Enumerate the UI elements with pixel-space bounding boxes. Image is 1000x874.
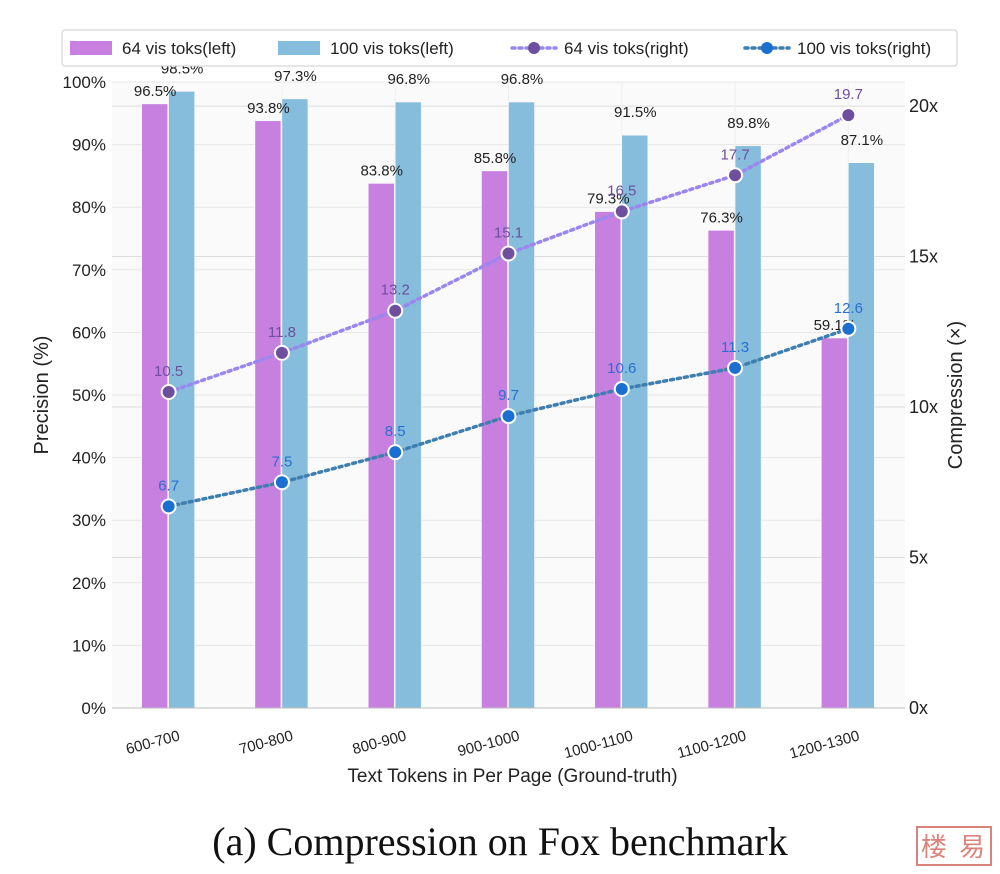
line-point xyxy=(387,302,404,319)
line-point xyxy=(840,320,857,337)
y2-tick-label: 0x xyxy=(909,698,928,718)
y-tick-label: 80% xyxy=(72,198,106,217)
x-tick-label: 1000-1100 xyxy=(562,727,635,762)
line-point xyxy=(613,203,630,220)
legend-label: 64 vis toks(left) xyxy=(122,39,236,58)
legend-label: 100 vis toks(right) xyxy=(797,39,931,58)
seal-stamp: 楼 易 xyxy=(916,826,992,866)
y2-tick-label: 5x xyxy=(909,548,928,568)
y-tick-label: 100% xyxy=(63,73,106,92)
y-tick-label: 60% xyxy=(72,323,106,342)
y-tick-label: 10% xyxy=(72,636,106,655)
y-tick-label: 40% xyxy=(72,449,106,468)
line-data-label: 15.1 xyxy=(494,225,523,242)
y-tick-label: 90% xyxy=(72,136,106,155)
x-tick-label: 700-800 xyxy=(237,727,295,758)
bar xyxy=(168,91,195,709)
bar-data-label: 85.8% xyxy=(474,150,517,167)
legend-marker xyxy=(528,42,540,54)
y-axis-title: Precision (%) xyxy=(31,336,53,455)
line-point xyxy=(273,344,290,361)
legend-swatch xyxy=(70,41,112,55)
y-tick-label: 30% xyxy=(72,511,106,530)
line-data-label: 9.7 xyxy=(498,387,519,404)
y-tick-label: 70% xyxy=(72,261,106,280)
bar xyxy=(594,211,622,709)
bar xyxy=(734,145,762,709)
bar xyxy=(821,337,848,709)
line-point xyxy=(727,167,744,184)
bar xyxy=(141,103,168,709)
bar-data-label: 79.3% xyxy=(587,191,630,208)
bar-data-label: 96.5% xyxy=(134,83,177,100)
line-point xyxy=(160,383,177,400)
y2-tick-label: 10x xyxy=(909,397,938,417)
bar-data-label: 87.1% xyxy=(841,132,884,149)
line-data-label: 10.6 xyxy=(607,360,636,377)
bar xyxy=(707,230,735,709)
figure-caption: (a) Compression on Fox benchmark xyxy=(212,819,788,864)
legend-label: 100 vis toks(left) xyxy=(330,39,454,58)
legend-marker xyxy=(761,42,773,54)
line-point xyxy=(727,359,744,376)
bar xyxy=(621,134,649,709)
bar-data-label: 93.8% xyxy=(247,100,290,117)
y2-tick-label: 20x xyxy=(909,96,938,116)
bar-data-label: 91.5% xyxy=(614,104,657,121)
line-point xyxy=(273,474,290,491)
legend-box xyxy=(61,29,958,67)
bar-data-label: 96.8% xyxy=(387,71,430,88)
x-tick-label: 800-900 xyxy=(351,727,409,758)
x-tick-label: 1200-1300 xyxy=(788,727,862,762)
x-tick-label: 600-700 xyxy=(124,727,182,758)
line-point xyxy=(613,380,630,397)
line-point xyxy=(500,408,517,425)
bar xyxy=(367,183,395,709)
bar xyxy=(848,162,875,709)
line-data-label: 10.5 xyxy=(154,363,183,380)
line-data-label: 11.3 xyxy=(721,339,749,356)
line-data-label: 11.8 xyxy=(268,324,296,341)
x-tick-label: 900-1000 xyxy=(456,727,522,760)
line-point xyxy=(387,444,404,461)
bar-data-label: 76.3% xyxy=(700,209,743,226)
y-tick-label: 50% xyxy=(72,386,106,405)
x-tick-label: 1100-1200 xyxy=(675,727,748,762)
y2-tick-label: 15x xyxy=(909,247,938,267)
line-point xyxy=(840,107,857,124)
line-data-label: 16.5 xyxy=(607,182,636,199)
y2-axis-title: Compression (×) xyxy=(945,321,967,469)
legend-swatch xyxy=(278,41,320,55)
line-data-label: 12.6 xyxy=(834,300,863,317)
bar-data-label: 96.8% xyxy=(501,71,544,88)
bar-data-label: 97.3% xyxy=(274,68,317,85)
chart: 0% 10% 20% 30% 40% 50% 60% 70% 80% 90% 100% 0x 5x 10x… xyxy=(31,29,967,787)
y-tick-label: 0% xyxy=(81,699,106,718)
bar-data-label: 89.8% xyxy=(727,115,770,132)
bar xyxy=(508,101,535,709)
legend-label: 64 vis toks(right) xyxy=(564,39,689,58)
line-data-label: 8.5 xyxy=(385,423,406,440)
bar xyxy=(254,120,282,709)
line-point xyxy=(500,245,517,262)
bar xyxy=(394,101,422,709)
bar-data-label: 83.8% xyxy=(360,162,403,179)
line-point xyxy=(160,498,177,515)
line-data-label: 13.2 xyxy=(381,282,410,299)
line-data-label: 6.7 xyxy=(158,477,179,494)
line-data-label: 19.7 xyxy=(834,86,863,103)
bar xyxy=(281,98,309,709)
x-axis-title: Text Tokens in Per Page (Ground-truth) xyxy=(347,766,677,787)
y-tick-label: 20% xyxy=(72,574,106,593)
line-data-label: 17.7 xyxy=(720,146,749,163)
line-data-label: 7.5 xyxy=(271,453,292,470)
